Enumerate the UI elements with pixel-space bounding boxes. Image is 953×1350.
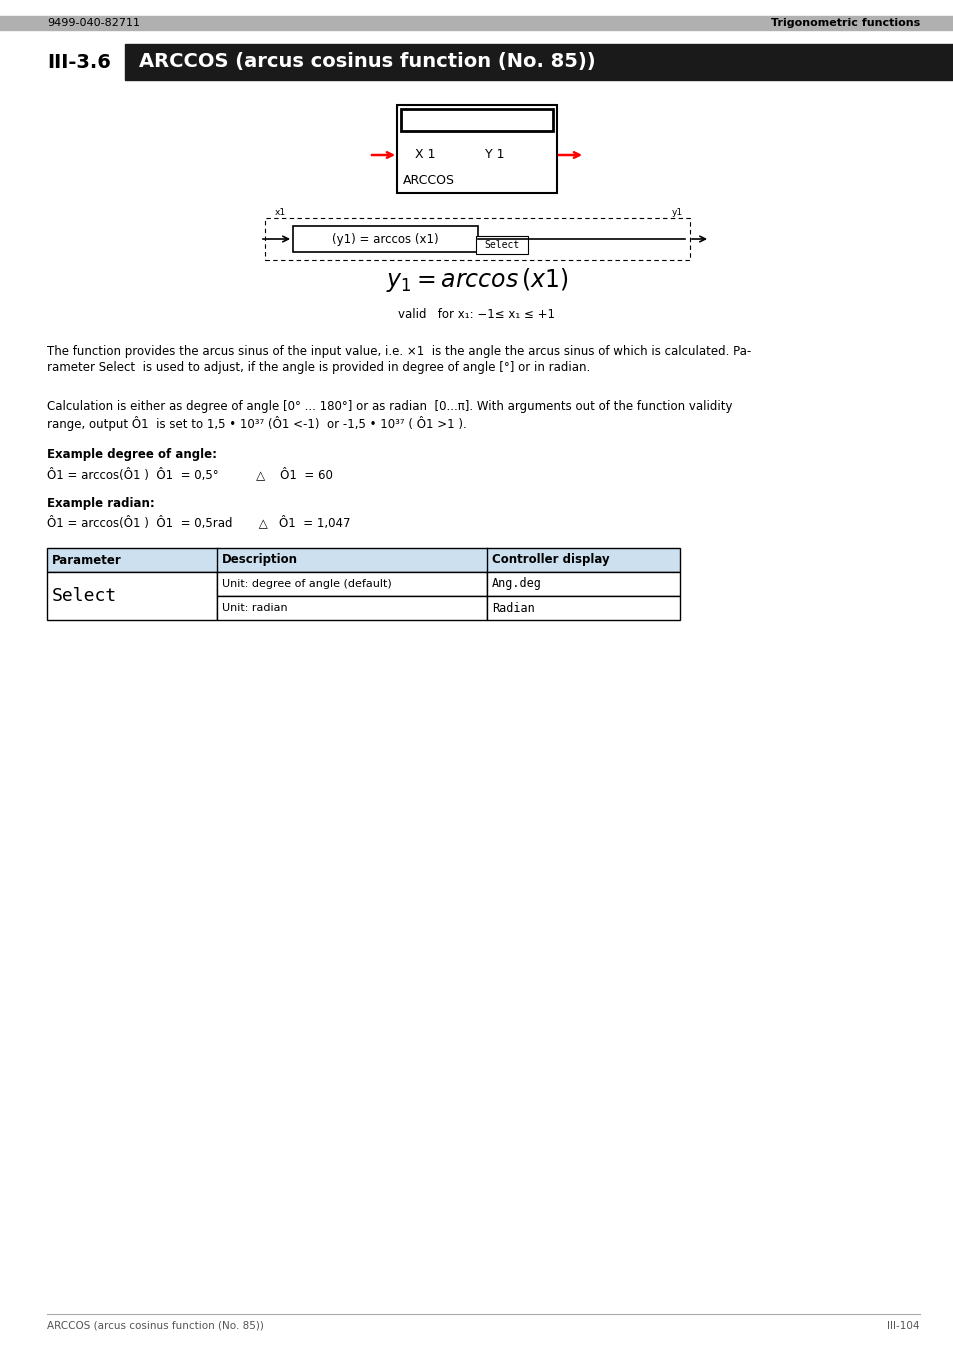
Text: Example degree of angle:: Example degree of angle: — [47, 448, 216, 460]
Text: Ô1 = arccos(Ô1 )  Ô1  = 0,5rad       △   Ô1  = 1,047: Ô1 = arccos(Ô1 ) Ô1 = 0,5rad △ Ô1 = 1,04… — [47, 516, 350, 529]
Text: Calculation is either as degree of angle [0° ... 180°] or as radian  [0...π]. Wi: Calculation is either as degree of angle… — [47, 400, 732, 413]
Text: range, output Ô1  is set to 1,5 • 10³⁷ (Ô1 <-1)  or -1,5 • 10³⁷ ( Ô1 >1 ).: range, output Ô1 is set to 1,5 • 10³⁷ (Ô… — [47, 416, 466, 431]
Text: Controller display: Controller display — [492, 554, 609, 567]
Bar — [265, 217, 689, 261]
Text: Y 1: Y 1 — [484, 148, 504, 162]
Text: y1: y1 — [671, 208, 682, 217]
Text: (y1) = arccos (x1): (y1) = arccos (x1) — [332, 232, 438, 246]
Text: X 1: X 1 — [415, 148, 435, 162]
Text: ARCCOS: ARCCOS — [402, 174, 455, 188]
Bar — [486, 572, 679, 595]
Bar — [216, 572, 486, 595]
Text: x1: x1 — [274, 208, 286, 217]
Text: Example radian:: Example radian: — [47, 497, 154, 510]
Text: Select: Select — [484, 240, 519, 250]
Bar — [47, 572, 216, 620]
Text: rameter Select  is used to adjust, if the angle is provided in degree of angle [: rameter Select is used to adjust, if the… — [47, 360, 590, 374]
Bar — [396, 105, 557, 193]
Text: Radian: Radian — [492, 602, 535, 614]
Text: Description: Description — [222, 554, 297, 567]
Bar — [486, 595, 679, 620]
Bar — [400, 109, 553, 131]
Text: Select: Select — [52, 587, 117, 605]
Bar — [125, 45, 953, 80]
Text: The function provides the arcus sinus of the input value, i.e. ×1  is the angle : The function provides the arcus sinus of… — [47, 346, 750, 358]
Text: 9499-040-82711: 9499-040-82711 — [47, 18, 140, 28]
Bar — [293, 225, 477, 252]
Bar — [476, 236, 527, 254]
Text: Unit: radian: Unit: radian — [222, 603, 287, 613]
Text: ARCCOS (arcus cosinus function (No. 85)): ARCCOS (arcus cosinus function (No. 85)) — [47, 1322, 264, 1331]
Text: Parameter: Parameter — [52, 554, 122, 567]
Text: III-104: III-104 — [886, 1322, 919, 1331]
Text: ARCCOS (arcus cosinus function (No. 85)): ARCCOS (arcus cosinus function (No. 85)) — [139, 53, 595, 72]
Text: III-3.6: III-3.6 — [47, 53, 111, 72]
Text: Trigonometric functions: Trigonometric functions — [770, 18, 919, 28]
Text: Unit: degree of angle (default): Unit: degree of angle (default) — [222, 579, 392, 589]
Text: Ang.deg: Ang.deg — [492, 578, 541, 590]
Text: valid   for x₁: −1≤ x₁ ≤ +1: valid for x₁: −1≤ x₁ ≤ +1 — [398, 309, 555, 321]
Text: Ô1 = arccos(Ô1 )  Ô1  = 0,5°          △    Ô1  = 60: Ô1 = arccos(Ô1 ) Ô1 = 0,5° △ Ô1 = 60 — [47, 467, 333, 481]
Bar — [0, 16, 953, 30]
Bar — [47, 548, 679, 572]
Bar — [216, 595, 486, 620]
Text: $\mathit{y}_1 = \mathit{arccos}\,(\mathit{x1})$: $\mathit{y}_1 = \mathit{arccos}\,(\mathi… — [385, 266, 568, 294]
